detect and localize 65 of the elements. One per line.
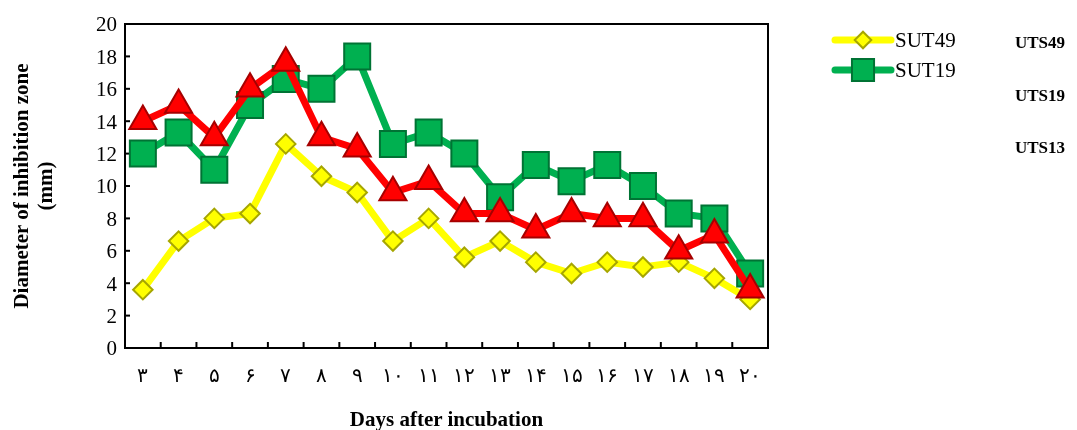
point [632,256,654,278]
x-tick-label: ۱۴ [524,364,547,386]
text: UTS19 [1014,85,1066,105]
x-tick-label: ۹ [351,364,363,386]
point [525,251,547,273]
y-axis-title: Diameter of inhibition zone (mm) [9,63,57,309]
point [378,129,407,158]
y-tick-label: 14 [96,109,118,134]
x-tick-label: ۱۱ [417,364,440,386]
point [593,150,622,179]
point [128,139,157,168]
point [628,172,657,200]
point [239,202,261,225]
x-tick-label: ۸ [315,364,327,386]
x-tick-label: ۱۹ [703,364,726,386]
point [664,199,693,228]
x-tick-label: ۶ [244,364,256,386]
point [343,42,372,71]
point [382,230,404,252]
point [703,267,726,290]
y-tick-label: 12 [96,141,117,166]
x-tick-label: ۱۳ [489,364,512,386]
y-tick-label: 8 [106,206,117,231]
x-tick-label: ۱۵ [560,364,583,386]
y-tick-label: 18 [96,44,117,69]
point [489,230,511,252]
x-tick-label: ۵ [208,364,220,386]
y-tick-label: 6 [106,239,117,264]
point [132,278,154,301]
y-tick-label: 16 [96,77,117,102]
y-tick-label: 2 [106,303,117,328]
x-tick-label: ۱۰ [381,364,404,386]
point [560,262,583,285]
point [453,246,476,269]
point [596,251,618,273]
y-tick-label: 0 [106,336,117,361]
x-tick-label: ۱۶ [596,364,619,386]
point [307,74,336,103]
legend-label: SUT19 [895,58,956,83]
text: UTS13 [1014,137,1066,157]
x-tick-label: ۱۲ [453,364,476,386]
point [450,139,479,168]
y-tick-label: 4 [106,271,118,296]
x-tick-label: ۴ [173,364,185,386]
point [521,150,550,179]
point [167,230,190,252]
point [557,167,586,196]
text: UTS49 [1014,32,1066,52]
x-tick-label: ۷ [280,364,292,386]
x-tick-label: ۱۸ [667,364,690,386]
point [164,118,193,147]
point [200,155,229,184]
x-axis-title: Days after incubation [349,407,544,430]
point [310,165,333,188]
y-tick-label: 20 [96,12,117,37]
x-tick-label: ۳ [137,364,149,386]
x-tick-label: ۲۰ [739,364,762,386]
point [417,207,440,230]
y-tick-label: 10 [96,174,117,199]
point [414,118,443,147]
x-tick-label: ۱۷ [631,364,654,386]
point [275,133,297,155]
point [203,207,226,230]
legend-label: SUT49 [895,28,956,53]
point [346,181,368,204]
